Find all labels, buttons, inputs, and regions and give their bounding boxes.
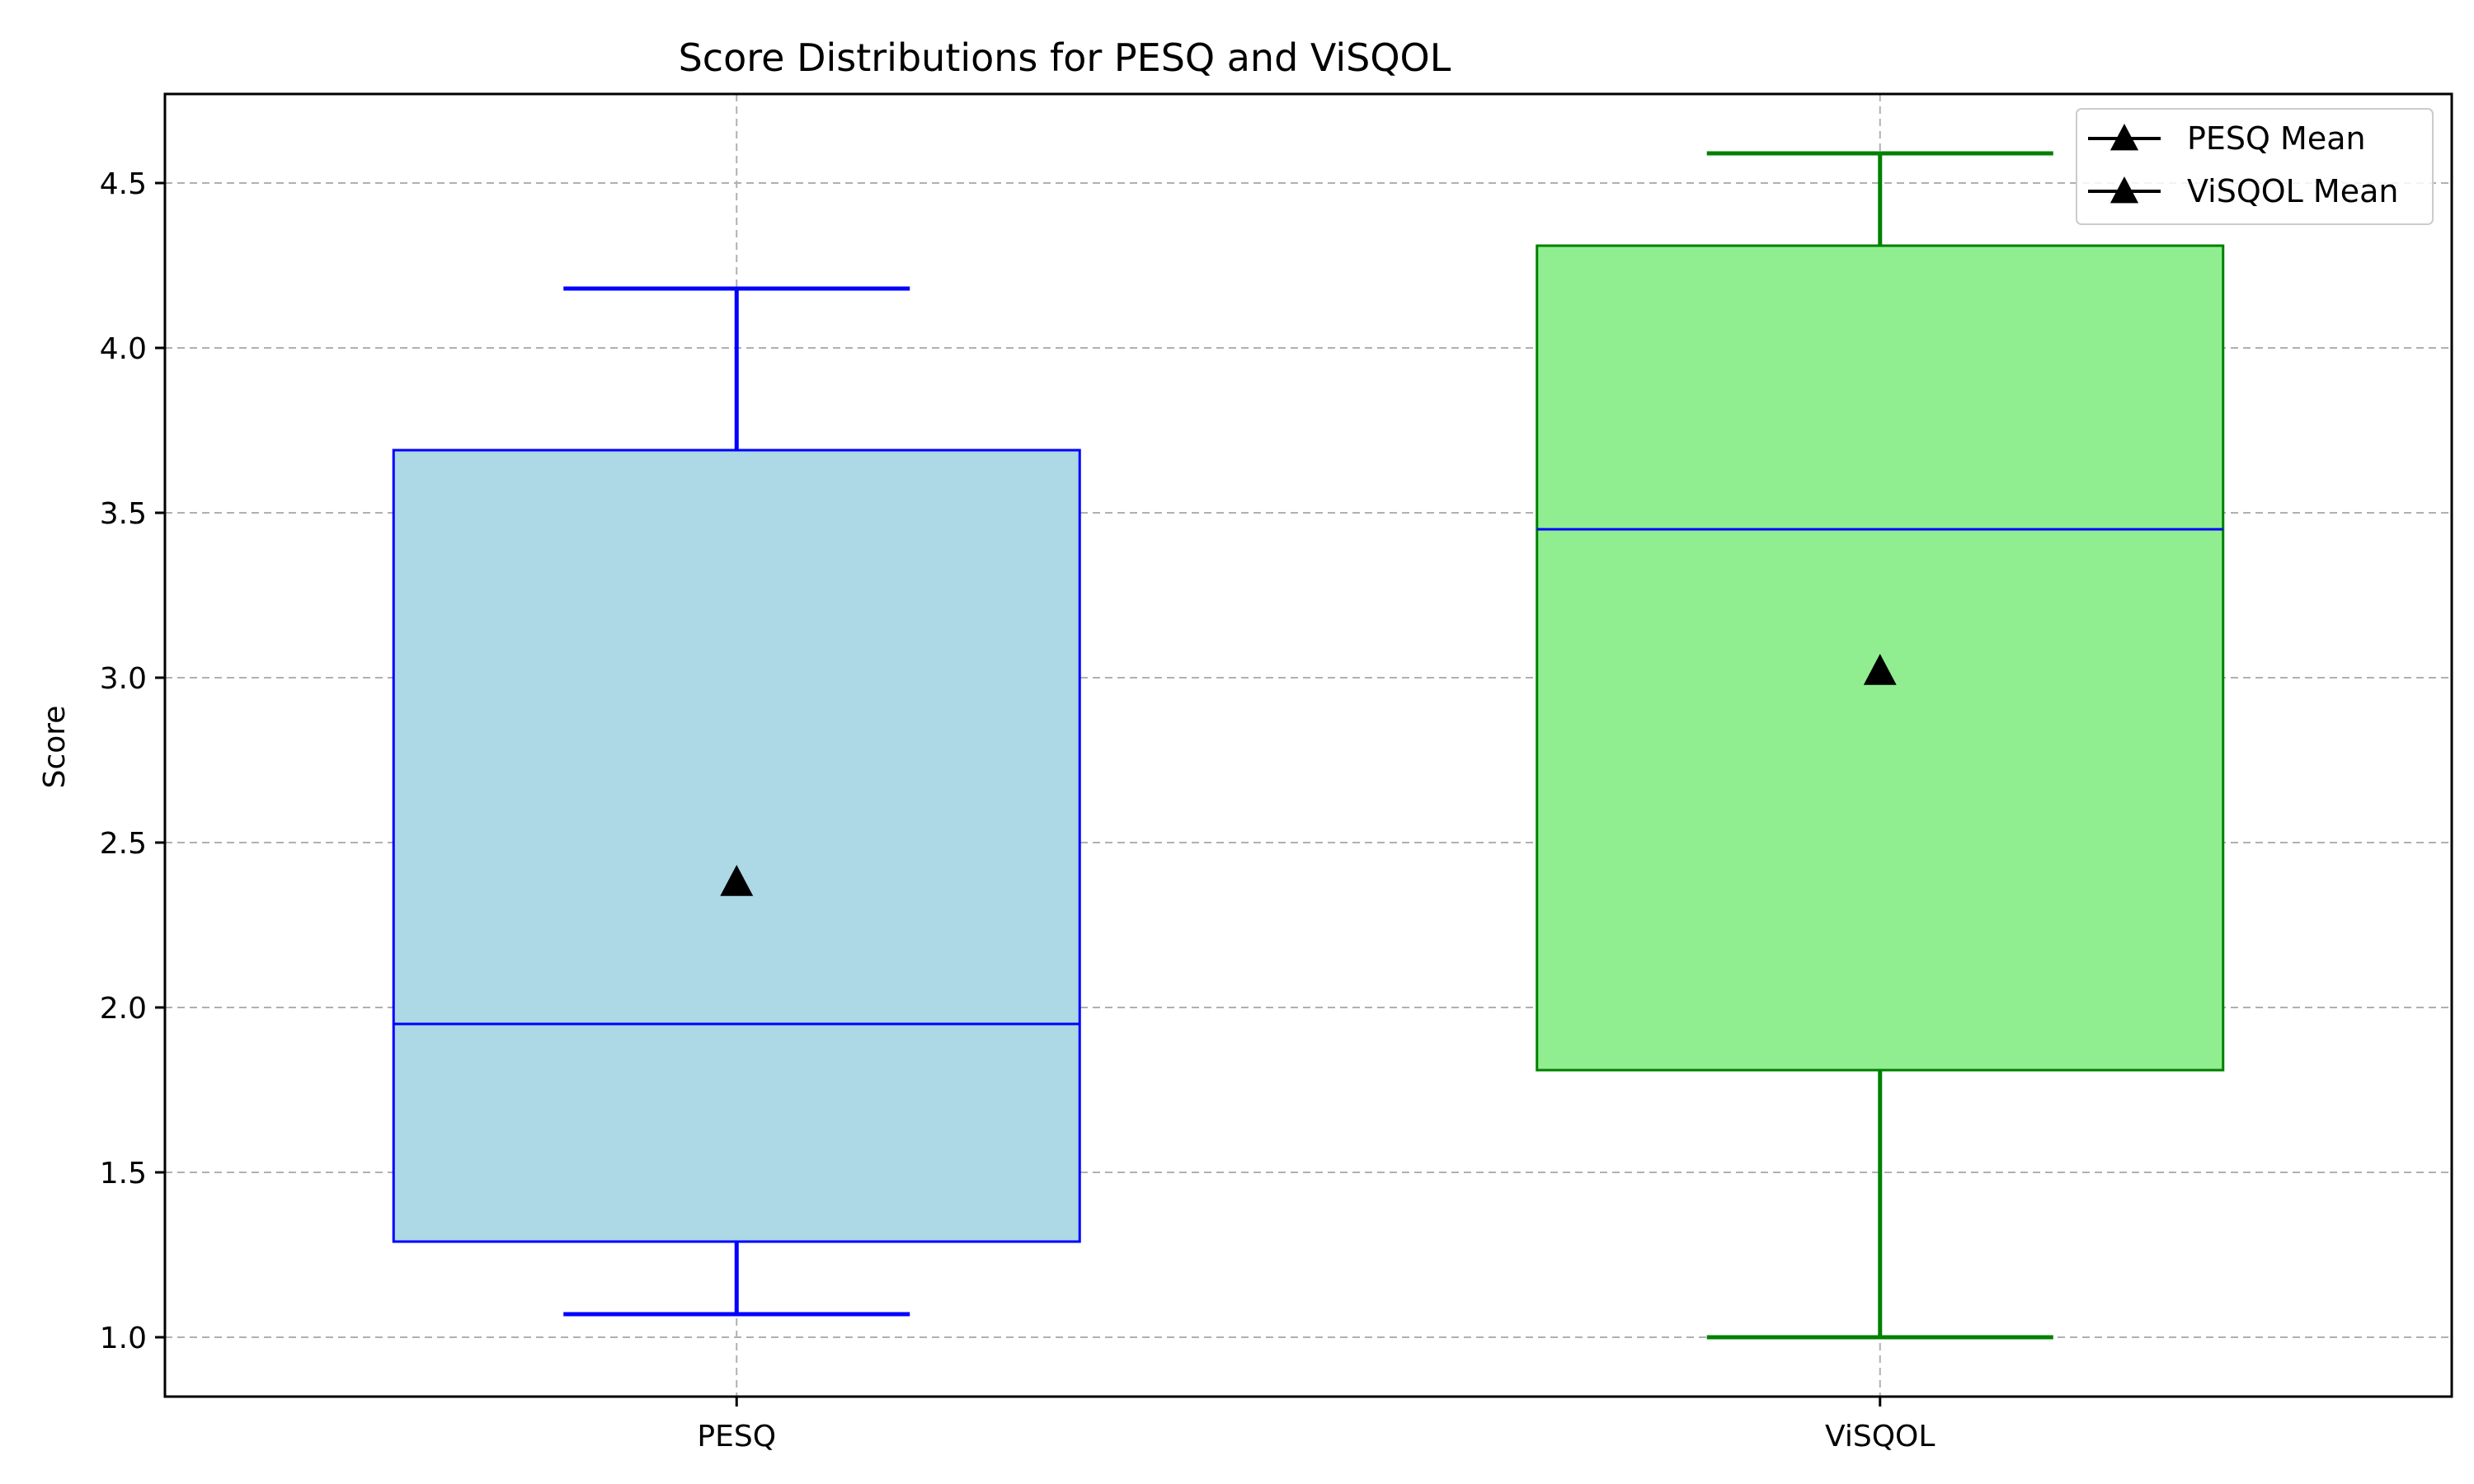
y-tick-label: 4.5 [100, 167, 147, 201]
legend: PESQ Mean ViSQOL Mean [2076, 108, 2434, 225]
y-axis-label: Score [38, 706, 72, 789]
y-tick-label: 1.5 [100, 1157, 147, 1190]
chart-title: Score Distributions for PESQ and ViSQOL [679, 35, 1451, 80]
y-tick-label: 3.0 [100, 662, 147, 696]
y-tick-label: 3.5 [100, 497, 147, 531]
mean-marker [1863, 654, 1897, 685]
mean-marker [720, 865, 754, 896]
box-group-pesq [392, 286, 1081, 1317]
plot-area: 1.0 1.5 2.0 2.5 3.0 3.5 4.0 4.5 PESQ ViSQOL PESQ M… [100, 92, 2453, 1453]
legend-marker-icon [2109, 124, 2139, 151]
x-tick-label: ViSQOL [1825, 1420, 1935, 1453]
y-tick-label: 2.5 [100, 827, 147, 861]
x-tick-label: PESQ [697, 1420, 776, 1453]
legend-label: PESQ Mean [2187, 120, 2366, 157]
y-tick-label: 4.0 [100, 332, 147, 366]
y-tick-label: 1.0 [100, 1322, 147, 1355]
legend-marker-icon [2109, 176, 2139, 204]
axes-frame [163, 92, 2453, 1398]
y-tick-label: 2.0 [100, 992, 147, 1026]
box-iqr [392, 448, 1081, 1243]
box-group-visqol [1536, 151, 2225, 1340]
legend-label: ViSQOL Mean [2187, 173, 2398, 209]
legend-box [2076, 108, 2434, 225]
